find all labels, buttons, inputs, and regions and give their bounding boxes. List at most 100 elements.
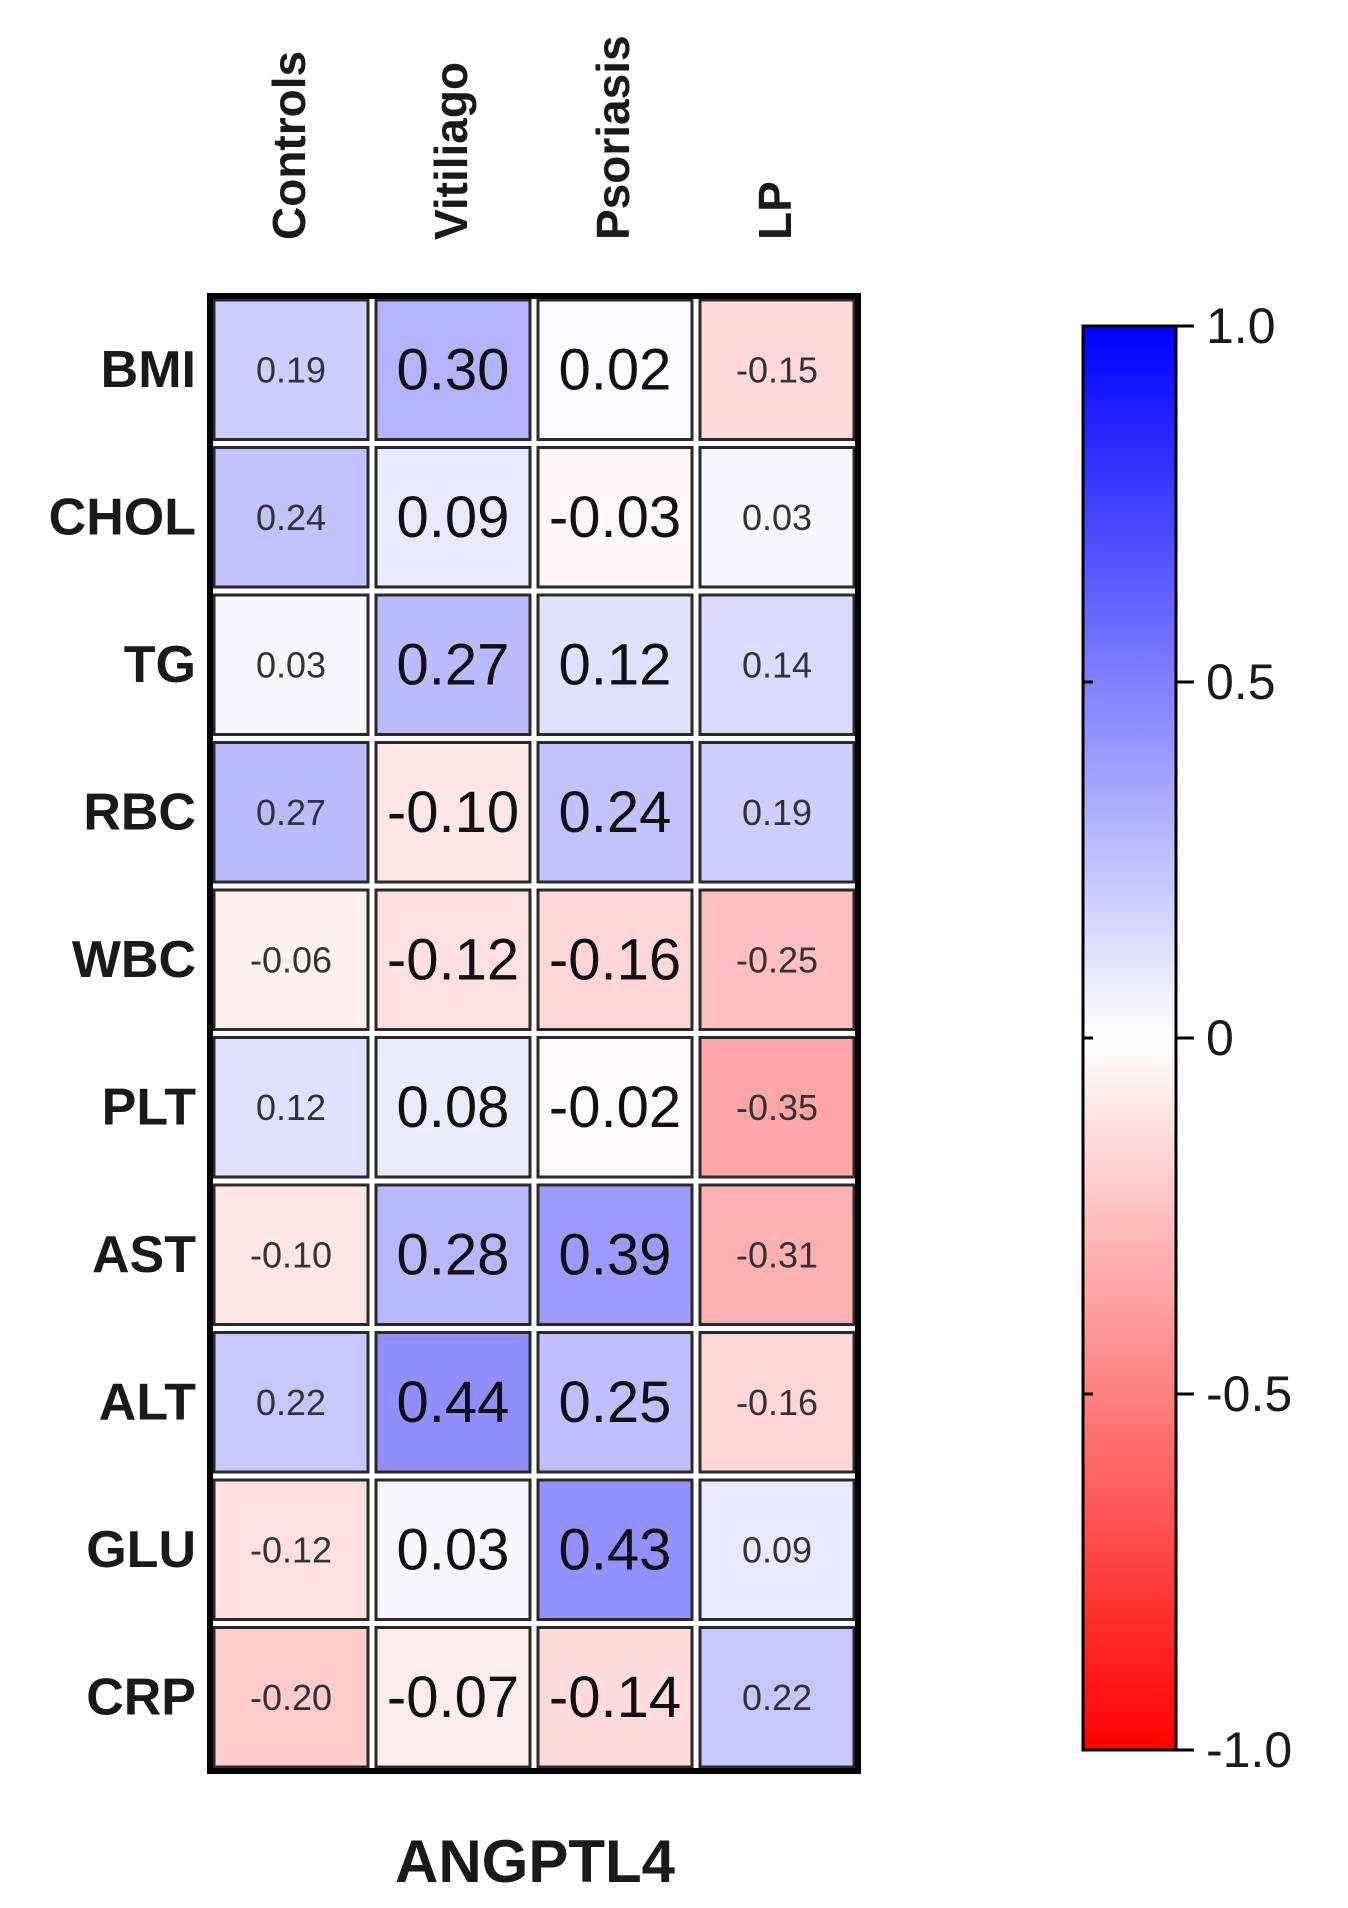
heatmap-cell — [698, 1478, 856, 1621]
heatmap-cell — [374, 1183, 532, 1326]
cell-value-label: -0.10 — [250, 1234, 332, 1275]
heatmap-cell — [536, 1036, 694, 1179]
heatmap-cell — [698, 1331, 856, 1474]
cell-value-label: 0.09 — [742, 1529, 812, 1570]
heatmap-cell — [374, 1626, 532, 1769]
heatmap-cell — [698, 888, 856, 1031]
cell-value-label: 0.27 — [397, 632, 510, 697]
heatmap-cell — [212, 593, 370, 736]
heatmap-cell — [212, 1478, 370, 1621]
heatmap-cell — [212, 1036, 370, 1179]
cell-value-label: -0.12 — [250, 1529, 332, 1570]
heatmap-cells: 0.19 0.30 0.02 -0.15 0.24 0.09 -0.03 0.03 0.03 0.… — [212, 298, 856, 1769]
row-label: ALT — [99, 1373, 196, 1431]
heatmap-cell — [212, 741, 370, 884]
heatmap-cell — [536, 888, 694, 1031]
heatmap-cell — [698, 1183, 856, 1326]
heatmap-cell — [212, 1626, 370, 1769]
heatmap-cell — [374, 741, 532, 884]
heatmap-cell — [374, 298, 532, 441]
cell-value-label: 0.12 — [559, 632, 672, 697]
cell-value-label: -0.07 — [387, 1665, 519, 1730]
heatmap-cell — [374, 446, 532, 589]
cell-value-label: 0.02 — [559, 337, 672, 402]
heatmap-cell — [536, 741, 694, 884]
column-label: LP — [749, 181, 801, 240]
row-label: RBC — [83, 783, 196, 841]
colorbar: 1.0 0.5 0 -0.5 -1.0 — [1081, 298, 1292, 1778]
heatmap-cell — [698, 741, 856, 884]
cell-value-label: -0.20 — [250, 1677, 332, 1718]
cell-value-label: 0.43 — [559, 1517, 672, 1582]
heatmap-cell — [212, 1331, 370, 1474]
heatmap-cell — [374, 593, 532, 736]
row-label: TG — [124, 636, 196, 694]
cell-value-label: 0.19 — [256, 349, 326, 390]
row-label: PLT — [102, 1078, 197, 1136]
cell-value-label: -0.06 — [250, 939, 332, 980]
heatmap-cell — [374, 888, 532, 1031]
heatmap-cell — [698, 298, 856, 441]
cell-value-label: -0.35 — [736, 1087, 818, 1128]
heatmap-cell — [374, 1036, 532, 1179]
row-label: GLU — [86, 1521, 196, 1579]
cell-value-label: -0.25 — [736, 939, 818, 980]
chart-title: ANGPTL4 — [395, 1828, 676, 1895]
cell-value-label: 0.09 — [397, 485, 510, 550]
column-labels: Controls Vitiliago Psoriasis LP — [263, 35, 801, 240]
cell-value-label: 0.28 — [397, 1222, 510, 1287]
heatmap-cell — [536, 1478, 694, 1621]
cell-value-label: -0.16 — [549, 927, 681, 992]
colorbar-tick-label: 1.0 — [1206, 298, 1276, 354]
cell-value-label: 0.14 — [742, 644, 812, 685]
heatmap-cell — [536, 1183, 694, 1326]
cell-value-label: 0.03 — [256, 644, 326, 685]
cell-value-label: 0.22 — [256, 1382, 326, 1423]
cell-value-label: 0.19 — [742, 792, 812, 833]
cell-value-label: -0.31 — [736, 1234, 818, 1275]
cell-value-label: 0.12 — [256, 1087, 326, 1128]
heatmap-frame — [207, 293, 861, 1774]
cell-value-label: 0.30 — [397, 337, 510, 402]
heatmap-cell — [698, 1036, 856, 1179]
row-label: CRP — [86, 1668, 196, 1726]
heatmap-cell — [536, 298, 694, 441]
row-label: CHOL — [49, 488, 196, 546]
heatmap-cell — [212, 298, 370, 441]
heatmap-cell — [536, 1331, 694, 1474]
cell-value-label: -0.14 — [549, 1665, 681, 1730]
row-label: AST — [92, 1226, 196, 1284]
cell-value-label: 0.27 — [256, 792, 326, 833]
cell-value-label: 0.22 — [742, 1677, 812, 1718]
heatmap-cell — [536, 593, 694, 736]
heatmap-cell — [536, 1626, 694, 1769]
cell-value-label: 0.39 — [559, 1222, 672, 1287]
cell-value-label: -0.02 — [549, 1075, 681, 1140]
cell-value-label: 0.24 — [256, 497, 326, 538]
heatmap-cell — [698, 1626, 856, 1769]
cell-value-label: 0.03 — [397, 1517, 510, 1582]
colorbar-tick-label: 0.5 — [1206, 654, 1276, 710]
heatmap-cell — [536, 446, 694, 589]
row-labels: BMI CHOL TG RBC WBC PLT AST ALT GLU CRP — [49, 341, 197, 1727]
cell-value-label: -0.10 — [387, 780, 519, 845]
cell-value-label: 0.24 — [559, 780, 672, 845]
heatmap-cell — [374, 1331, 532, 1474]
colorbar-gradient — [1081, 324, 1178, 1752]
colorbar-ticks: 1.0 0.5 0 -0.5 -1.0 — [1082, 298, 1292, 1778]
heatmap-cell — [212, 446, 370, 589]
heatmap-cell — [698, 446, 856, 589]
cell-value-label: -0.16 — [736, 1382, 818, 1423]
row-label: WBC — [72, 931, 196, 989]
cell-value-label: -0.15 — [736, 349, 818, 390]
row-label: BMI — [101, 341, 196, 399]
colorbar-tick-label: -0.5 — [1206, 1366, 1292, 1422]
cell-value-label: 0.08 — [397, 1075, 510, 1140]
cell-value-label: 0.25 — [559, 1370, 672, 1435]
column-label: Psoriasis — [587, 35, 639, 240]
colorbar-tick-label: 0 — [1206, 1010, 1234, 1066]
heatmap-cell — [698, 593, 856, 736]
heatmap-cell — [374, 1478, 532, 1621]
column-label: Controls — [263, 51, 315, 240]
